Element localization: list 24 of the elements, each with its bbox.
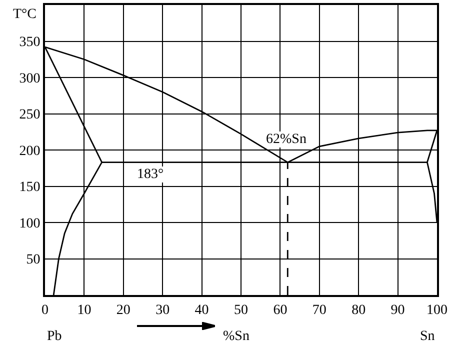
- annotation: 62%Sn: [266, 132, 306, 147]
- x-tick-label: 10: [77, 302, 92, 318]
- y-tick-label: 100: [19, 216, 40, 232]
- x-tick-label: 40: [194, 302, 209, 318]
- annotation: 183°: [137, 167, 164, 182]
- y-tick-label: 200: [19, 144, 40, 159]
- y-axis-title: T°C: [13, 7, 36, 22]
- text: Pb: [47, 329, 62, 343]
- x-tick-label: 100: [426, 302, 448, 318]
- y-tick-label: 250: [19, 108, 40, 123]
- x-tick-label: 90: [390, 302, 405, 318]
- x-tick-label: 70: [312, 302, 326, 318]
- x-tick-label: 60: [273, 302, 288, 318]
- text: Sn: [420, 329, 435, 343]
- x-tick-label: 20: [116, 302, 130, 318]
- y-tick-label: 300: [19, 71, 40, 86]
- x-tick-label: 80: [352, 302, 366, 318]
- x-axis-title: %Sn: [223, 329, 250, 343]
- x-tick-label: 0: [42, 302, 48, 318]
- y-tick-label: 350: [19, 35, 40, 50]
- x-tick-label: 30: [156, 302, 170, 318]
- x-tick-label: 50: [234, 302, 248, 318]
- y-tick-label: 150: [19, 180, 40, 196]
- y-tick-label: 50: [26, 252, 40, 268]
